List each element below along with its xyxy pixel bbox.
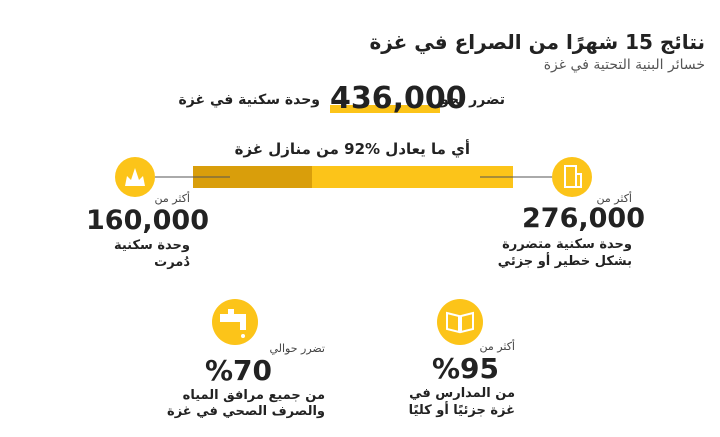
explosion-icon (115, 157, 155, 197)
schools-number: %95 (432, 352, 500, 385)
water-line2: والصرف الصحي في غزة (167, 404, 325, 419)
lead: تضرر حوالي (269, 342, 325, 355)
headline-number: 436,000 (330, 81, 467, 116)
headline-suffix: وحدة سكنية في غزة (178, 92, 320, 108)
destroyed-number: 160,000 (86, 205, 209, 236)
destroyed-line1: وحدة سكنية (113, 238, 190, 253)
lead: أكثر من (596, 192, 632, 205)
building-icon (552, 157, 592, 197)
water-number: %70 (205, 354, 273, 387)
destroyed-bar (193, 166, 312, 188)
damaged-line1: وحدة سكنية متضررة (502, 237, 632, 252)
lead: أكثر من (154, 192, 190, 205)
damaged-line2: بشكل خطير أو جزئي (497, 254, 632, 269)
book-icon (437, 299, 483, 345)
schools-line2: غزة جزئيًا أو كليًا (408, 403, 515, 418)
faucet-icon (212, 299, 258, 345)
water-line1: من جميع مرافق المياه (182, 388, 325, 403)
damaged-bar (312, 166, 513, 188)
share: أي ما يعادل %92 من منازل غزة (234, 140, 470, 158)
destroyed-line2: دُمرت (154, 255, 190, 270)
schools-line1: من المدارس في (409, 386, 515, 401)
title: نتائج 15 شهرًا من الصراع في غزة (369, 30, 705, 54)
headline-prefix: تضرر نحو (440, 92, 505, 108)
subtitle: خسائر البنية التحتية في غزة (543, 57, 705, 73)
number-underline (330, 105, 440, 113)
damaged-number: 276,000 (522, 203, 645, 234)
lead: أكثر من (479, 340, 515, 353)
